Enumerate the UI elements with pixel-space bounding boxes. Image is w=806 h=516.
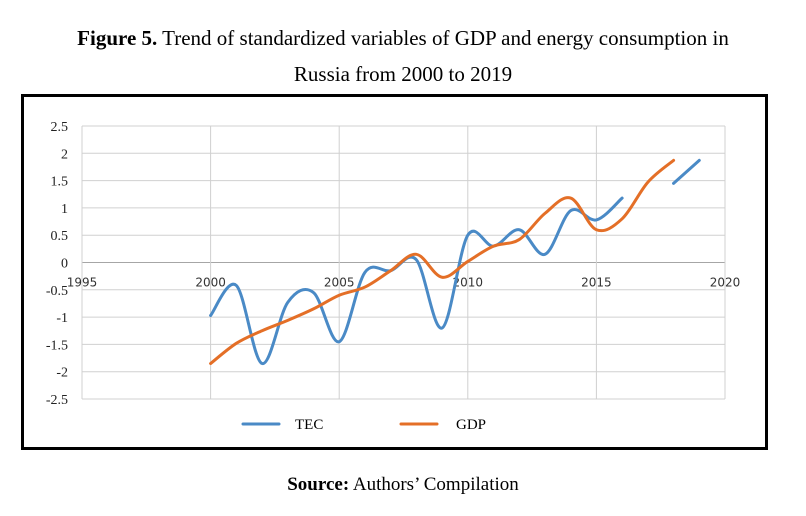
data-point (646, 180, 650, 184)
series-lines (209, 158, 701, 366)
data-point (234, 341, 238, 345)
data-point (543, 252, 547, 256)
data-point (594, 228, 598, 232)
data-point (389, 269, 393, 273)
x-tick-label: 2020 (710, 276, 741, 290)
y-tick-label: 0.5 (51, 229, 69, 244)
data-point (209, 362, 213, 366)
data-point (569, 209, 573, 213)
data-point (337, 340, 341, 344)
data-point (517, 228, 521, 232)
data-point (260, 362, 264, 366)
series-tec (209, 158, 701, 366)
data-point (337, 293, 341, 297)
data-point (440, 326, 444, 330)
data-point (209, 313, 213, 317)
data-point (672, 158, 676, 162)
source-text: Authors’ Compilation (349, 474, 519, 495)
y-tick-label: 0 (61, 257, 68, 272)
y-tick-label: 1.5 (51, 175, 69, 190)
series-line-gdp (209, 158, 676, 366)
x-tick-label: 2015 (581, 276, 612, 290)
data-point (466, 233, 470, 237)
grid-lines (81, 125, 726, 400)
figure-label: Figure 5. (77, 26, 158, 50)
data-point (414, 258, 418, 262)
data-point (569, 196, 573, 200)
data-point (414, 252, 418, 256)
source-label: Source: (287, 474, 350, 495)
y-tick-label: -1.5 (46, 338, 68, 353)
data-point (543, 211, 547, 215)
series-line-tec (209, 196, 624, 366)
y-tick-label: -0.5 (46, 284, 68, 299)
x-tick-label: 1995 (67, 276, 98, 290)
data-point (311, 291, 315, 295)
x-tick-label: 2010 (453, 276, 484, 290)
y-tick-label: -1 (56, 311, 68, 326)
data-point (260, 329, 264, 333)
y-tick-label: 1 (61, 202, 68, 217)
figure-caption-line-1: Figure 5. Trend of standardized variable… (0, 26, 806, 51)
x-tick-label: 2005 (324, 276, 355, 290)
series-gdp (209, 158, 676, 366)
data-point (286, 318, 290, 322)
data-point (697, 158, 701, 162)
data-point (466, 259, 470, 263)
chart-frame (21, 94, 768, 450)
y-tick-label: -2.5 (46, 393, 68, 408)
x-axis-ticks: 1995 2000 2005 2010 2015 2020 (67, 276, 741, 290)
legend: TEC GDP (241, 417, 486, 433)
y-tick-label: 2 (61, 147, 68, 162)
x-tick-label: 2000 (195, 276, 226, 290)
data-point (517, 238, 521, 242)
data-point (672, 181, 676, 185)
data-point (620, 196, 624, 200)
series-line-tec (672, 158, 701, 185)
data-point (286, 300, 290, 304)
legend-label-tec: TEC (295, 417, 323, 433)
figure-caption-text: Trend of standardized variables of GDP a… (157, 26, 729, 50)
data-point (594, 218, 598, 222)
source-note: Source: Authors’ Compilation (0, 474, 806, 496)
data-point (311, 307, 315, 311)
legend-label-gdp: GDP (456, 417, 486, 433)
figure-caption-line-2: Russia from 2000 to 2019 (293, 62, 513, 86)
data-point (492, 244, 496, 248)
y-tick-label: -2 (56, 366, 68, 381)
data-point (620, 217, 624, 221)
data-point (363, 285, 367, 289)
data-point (363, 270, 367, 274)
data-point (234, 283, 238, 287)
y-tick-label: 2.5 (51, 120, 69, 135)
y-axis-ticks: 2.5 2 1.5 1 0.5 0 -0.5 -1 -1.5 -2 -2.5 (46, 120, 68, 408)
data-point (440, 275, 444, 279)
